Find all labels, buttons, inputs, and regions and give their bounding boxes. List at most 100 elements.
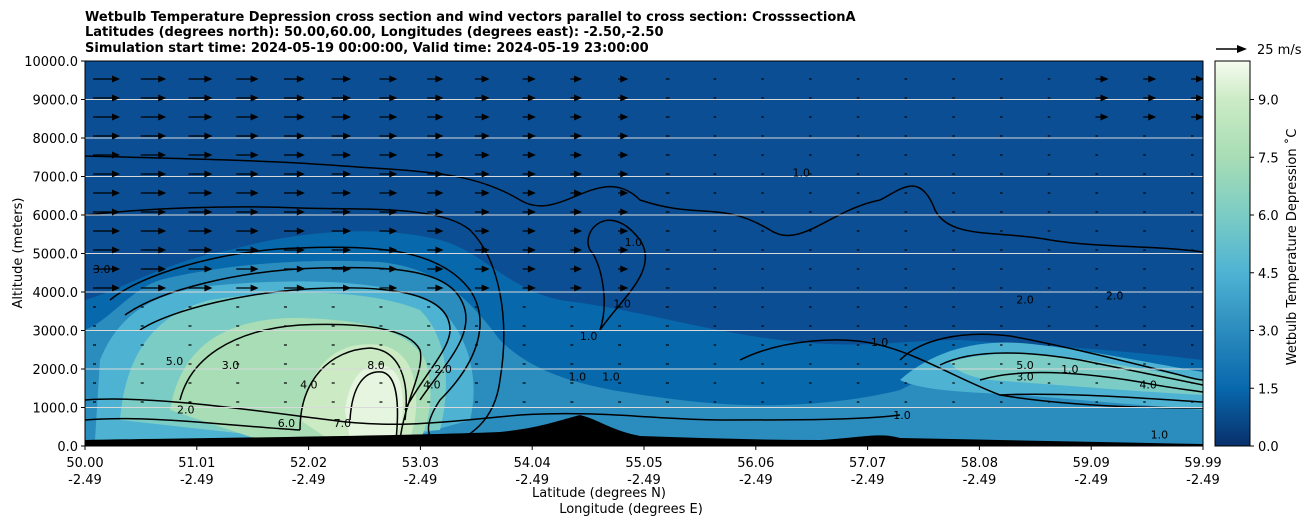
wind-vector [379, 284, 398, 292]
wind-vector [236, 265, 259, 273]
contour-line [899, 333, 1203, 381]
y-tick-label: 4000.0 [33, 286, 79, 301]
wind-vector [474, 94, 490, 102]
wind-vector [427, 113, 444, 121]
wind-vector [140, 189, 167, 197]
wind-vector [618, 94, 629, 102]
wind-vector [427, 227, 444, 235]
wind-vector [618, 227, 629, 235]
wind-vector [283, 246, 305, 254]
x-tick-label-lat: 51.01 [178, 456, 215, 471]
wind-vector [474, 151, 490, 159]
x-tick-label-lat: 56.06 [737, 456, 774, 471]
wind-vector [379, 151, 398, 159]
wind-vector [570, 208, 583, 216]
contour-line [299, 347, 407, 431]
wind-vector [93, 227, 120, 235]
wind-vector [618, 75, 629, 83]
wind-vector [618, 246, 629, 254]
wind-vector [522, 246, 536, 254]
x-tick-label-lon: -2.49 [739, 473, 773, 488]
wind-vector [618, 265, 629, 273]
wind-vector [427, 151, 444, 159]
x-tick-label-lat: 55.05 [625, 456, 662, 471]
wind-vector [570, 75, 583, 83]
wind-vector [1143, 94, 1157, 102]
wind-vector [427, 265, 444, 273]
wind-vector [427, 284, 444, 292]
wind-vector [283, 113, 305, 121]
contour-label: 8.0 [367, 359, 385, 372]
contour-label: 3.0 [1016, 371, 1034, 384]
wind-vector [93, 113, 120, 121]
wind-vector [140, 75, 167, 83]
wind-vector [522, 265, 536, 273]
wind-vector [427, 170, 444, 178]
chart-title-line-3: Simulation start time: 2024-05-19 00:00:… [85, 41, 649, 56]
contour-labels: 1.0 1.0 1.0 1.0 1.0 1.0 1.0 1.0 1.0 1.0 2.0 2.0 2.0 2… [93, 167, 1168, 442]
wind-vector [379, 170, 398, 178]
x-tick-label-lat: 53.03 [402, 456, 439, 471]
contour-label: 7.0 [334, 417, 352, 430]
wind-vector [427, 132, 444, 140]
wind-vector [331, 189, 352, 197]
contour-label: 2.0 [434, 363, 452, 376]
contour-label: 1.0 [613, 297, 631, 310]
wind-vector [140, 132, 167, 140]
colorbar-tick-label: 0.0 [1258, 440, 1279, 455]
wind-vector [379, 75, 398, 83]
wind-vector [522, 170, 536, 178]
x-tick-label-lat: 59.99 [1184, 456, 1221, 471]
wind-vector [140, 284, 167, 292]
wind-vector [93, 94, 120, 102]
wind-vector [618, 113, 629, 121]
wind-vector [570, 189, 583, 197]
x-tick-label-lat: 58.08 [961, 456, 998, 471]
wind-vector [474, 208, 490, 216]
contour-label: 6.0 [278, 417, 296, 430]
wind-vector [618, 170, 629, 178]
wind-vector [93, 246, 120, 254]
x-tick-label-lon: -2.49 [292, 473, 326, 488]
wind-vector [618, 132, 629, 140]
wind-vector [93, 170, 120, 178]
contour-line [349, 371, 399, 441]
wind-vector [283, 284, 305, 292]
colorbar-tick-label: 4.5 [1258, 267, 1279, 282]
wind-vector [379, 246, 398, 254]
contour-label: 5.0 [1016, 359, 1034, 372]
wind-vector [474, 227, 490, 235]
wind-vector [1095, 75, 1109, 83]
contour-label: 1.0 [893, 409, 911, 422]
colorbar-tick-label: 9.0 [1258, 94, 1279, 109]
wind-vector [283, 265, 305, 273]
wind-vector [188, 113, 213, 121]
wind-vector [1191, 75, 1203, 83]
wind-vector [188, 265, 213, 273]
horizontal-gridlines [85, 99, 1203, 408]
wind-vector [140, 265, 167, 273]
x-axis: 50.00 -2.49 51.01 -2.49 52.02 -2.49 53.03 -2.49… [66, 446, 1222, 488]
wind-vector [474, 113, 490, 121]
wind-vector [427, 94, 444, 102]
wind-vector [427, 208, 444, 216]
contour-label: 1.0 [792, 167, 810, 180]
x-axis-label: Latitude (degrees N) [532, 486, 666, 501]
contour-label: 1.0 [1061, 363, 1079, 376]
colorbar-tick-label: 7.5 [1258, 151, 1279, 166]
wind-vector [236, 151, 259, 159]
wind-vector [236, 284, 259, 292]
wind-vector [140, 94, 167, 102]
wind-vector [427, 75, 444, 83]
wind-vector [140, 113, 167, 121]
wind-vector [522, 132, 536, 140]
wind-vector [379, 189, 398, 197]
y-tick-label: 10000.0 [24, 55, 78, 70]
wind-vector [283, 208, 305, 216]
x-axis-label-2: Longitude (degrees E) [559, 502, 703, 517]
y-tick-label: 6000.0 [33, 209, 79, 224]
wind-vector [570, 113, 583, 121]
plot-area: 1.0 1.0 1.0 1.0 1.0 1.0 1.0 1.0 1.0 1.0 2.0 2.0 2.0 2… [85, 61, 1203, 446]
y-tick-label: 3000.0 [33, 325, 79, 340]
